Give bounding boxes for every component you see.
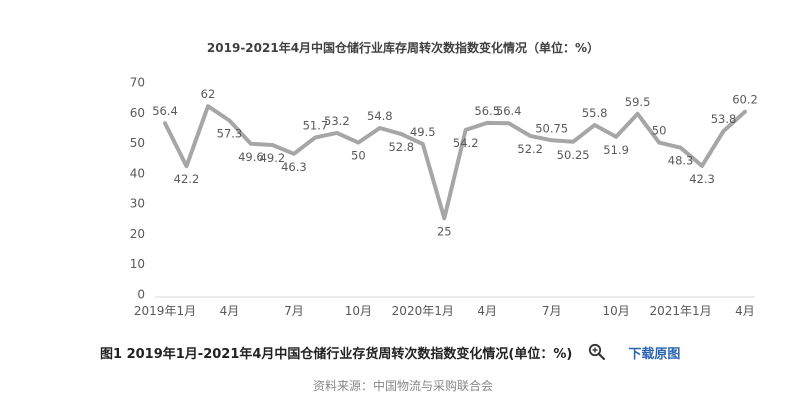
source-note: 资料来源：中国物流与采购联合会: [312, 379, 493, 393]
data-label: 54.2: [453, 136, 479, 150]
data-label: 57.3: [217, 126, 243, 140]
data-point: [528, 134, 532, 138]
data-point: [313, 135, 317, 139]
x-tick-label: 10月: [602, 304, 629, 318]
y-tick-label: 30: [130, 197, 145, 211]
data-label: 54.8: [367, 109, 393, 123]
data-point: [679, 146, 683, 150]
data-point: [485, 121, 489, 125]
data-point: [227, 118, 231, 122]
data-point: [571, 140, 575, 144]
x-tick-label: 10月: [345, 304, 372, 318]
data-label: 46.3: [281, 160, 307, 174]
x-tick-label: 7月: [542, 304, 562, 318]
data-label: 60.2: [732, 93, 758, 107]
data-label: 56.4: [496, 104, 522, 118]
x-tick-label: 4月: [735, 304, 755, 318]
data-point: [163, 121, 167, 125]
data-label: 56.5: [474, 104, 500, 118]
data-point: [464, 128, 468, 132]
y-tick-label: 50: [130, 136, 145, 150]
y-tick-label: 20: [130, 227, 145, 241]
data-point: [722, 129, 726, 133]
data-point: [593, 123, 597, 127]
y-tick-label: 60: [130, 106, 145, 120]
data-point: [657, 141, 661, 145]
data-point: [378, 126, 382, 130]
data-point: [249, 142, 253, 146]
data-point: [356, 141, 360, 145]
data-point: [421, 142, 425, 146]
data-point: [550, 138, 554, 142]
x-tick-label: 4月: [220, 304, 240, 318]
data-label: 25: [437, 224, 452, 238]
data-label: 42.2: [174, 172, 200, 186]
series-line: [163, 104, 747, 221]
data-point: [292, 152, 296, 156]
caption-text: 图1 2019年1月-2021年4月中国仓储行业存货周转次数指数变化情况(单位：…: [100, 346, 573, 362]
data-point: [184, 164, 188, 168]
data-label: 49.5: [410, 125, 436, 139]
data-label: 50: [351, 149, 366, 163]
data-label: 56.4: [152, 104, 178, 118]
data-point: [636, 112, 640, 116]
data-label: 51.9: [603, 143, 629, 157]
data-label: 53.8: [711, 112, 737, 126]
chart-container: 2019-2021年4月中国仓储行业库存周转次数指数变化情况（单位：%） 0 10 2…: [130, 40, 758, 318]
x-tick-label: 7月: [284, 304, 304, 318]
data-label: 50.25: [557, 148, 590, 162]
data-label: 48.3: [668, 154, 694, 168]
data-label: 62: [201, 87, 216, 101]
data-label: 50: [652, 124, 667, 138]
zoom-in-icon[interactable]: [588, 343, 606, 361]
y-tick-label: 70: [130, 76, 145, 90]
chart-title: 2019-2021年4月中国仓储行业库存周转次数指数变化情况（单位：%）: [207, 40, 599, 55]
x-tick-label: 2020年1月: [392, 304, 454, 318]
data-point: [399, 132, 403, 136]
data-point: [507, 121, 511, 125]
line-chart: 2019-2021年4月中国仓储行业库存周转次数指数变化情况（单位：%） 0 10 2…: [130, 40, 758, 318]
data-point: [335, 131, 339, 135]
download-original-link[interactable]: 下载原图: [628, 346, 681, 362]
data-point: [442, 216, 446, 220]
data-point: [206, 104, 210, 108]
data-point: [743, 110, 747, 114]
data-label: 52.2: [517, 142, 543, 156]
data-label: 50.75: [535, 121, 568, 135]
data-label: 42.3: [689, 172, 715, 186]
data-label: 55.8: [582, 106, 608, 120]
data-label: 51.7: [303, 118, 329, 132]
data-label: 52.8: [388, 140, 414, 154]
data-label: 59.5: [625, 95, 651, 109]
y-tick-label: 0: [137, 288, 145, 302]
data-point: [270, 143, 274, 147]
data-label: 53.2: [324, 114, 350, 128]
data-label: 49.6: [238, 150, 264, 164]
x-tick-label: 4月: [477, 304, 497, 318]
data-point: [614, 135, 618, 139]
data-label: 49.2: [260, 151, 286, 165]
data-point: [700, 164, 704, 168]
y-tick-label: 10: [130, 257, 145, 271]
x-tick-label: 2019年1月: [134, 304, 196, 318]
figure-caption: 图1 2019年1月-2021年4月中国仓储行业存货周转次数指数变化情况(单位：…: [100, 341, 680, 363]
x-tick-label: 2021年1月: [649, 304, 711, 318]
y-tick-label: 40: [130, 166, 145, 180]
